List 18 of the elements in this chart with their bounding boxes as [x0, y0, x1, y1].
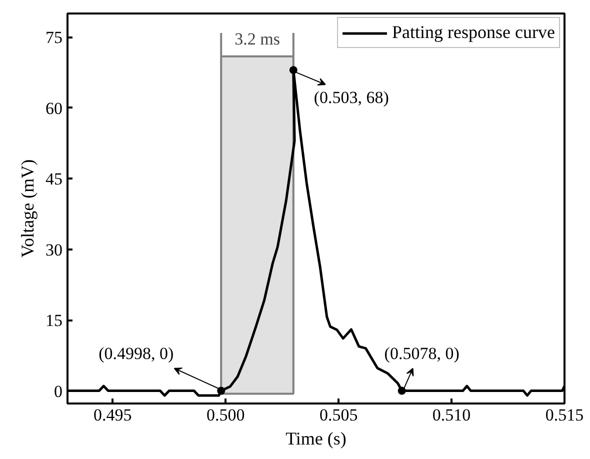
y-tick-label: 60: [46, 98, 62, 118]
x-axis-title: Time (s): [286, 428, 346, 448]
y-tick-label: 45: [46, 170, 62, 189]
y-tick-label: 75: [46, 28, 62, 48]
x-tick-label: 0.495: [94, 406, 132, 424]
x-tick-label: 0.515: [545, 406, 584, 424]
y-tick-label: 0: [54, 382, 62, 401]
y-tick-label: 15: [46, 311, 62, 330]
legend-label: Patting response curve: [392, 22, 555, 43]
annotation: (0.4998, 0): [98, 344, 174, 363]
y-axis-title: Voltage (mV): [18, 159, 38, 258]
annotation: (0.503, 68): [314, 88, 389, 108]
x-tick-label: 0.500: [206, 406, 245, 424]
x-tick-label: 0.510: [432, 406, 471, 424]
legend-label: 3.2 ms: [234, 30, 280, 49]
x-tick-label: 0.505: [319, 406, 358, 424]
annotation: (0.5078, 0): [384, 344, 460, 363]
y-tick-label: 30: [46, 240, 62, 260]
